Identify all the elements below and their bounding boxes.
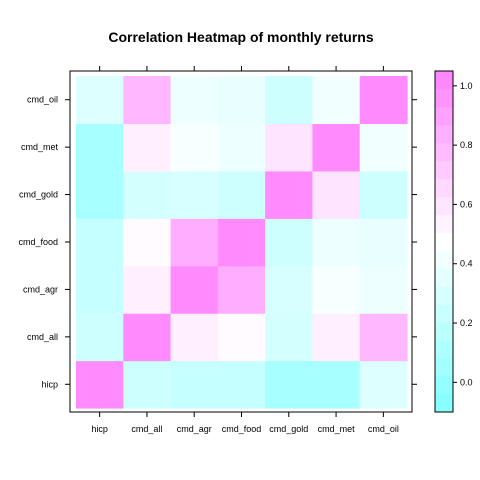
colorbar-band	[435, 358, 453, 377]
y-tick-label: cmd_food	[18, 237, 58, 247]
heatmap-cell-cmd_food-cmd_gold	[265, 218, 314, 267]
heatmap-cell-hicp-cmd_all	[123, 360, 172, 409]
heatmap-cell-cmd_gold-cmd_food	[217, 170, 266, 219]
heatmap-cell-cmd_agr-cmd_all	[123, 265, 172, 314]
colorbar-band	[435, 196, 453, 216]
heatmap-cell-cmd_gold-cmd_all	[123, 170, 172, 219]
heatmap-cell-cmd_oil-cmd_all	[123, 76, 172, 125]
heatmap-cell-cmd_met-hicp	[76, 123, 124, 172]
colorbar: 0.0 0.2 0.4 0.6 0.8 1.0	[434, 70, 473, 413]
heatmap-cell-cmd_met-cmd_gold	[265, 123, 314, 172]
heatmap-cell-cmd_food-cmd_oil	[359, 218, 408, 267]
heatmap-cell-cmd_all-cmd_oil	[359, 313, 408, 362]
colorbar-band	[435, 214, 453, 234]
heatmap-cell-cmd_food-hicp	[76, 218, 124, 267]
heatmap-cell-cmd_food-cmd_agr	[170, 218, 219, 267]
heatmap-cell-cmd_agr-hicp	[76, 265, 124, 314]
x-tick-label: cmd_gold	[269, 424, 308, 434]
heatmap-cell-cmd_met-cmd_all	[123, 123, 172, 172]
colorbar-band	[435, 304, 453, 323]
x-tick-label: hicp	[91, 424, 108, 434]
colorbar-frame	[434, 70, 454, 413]
colorbar-band	[435, 124, 453, 144]
heatmap-cell-cmd_food-cmd_all	[123, 218, 172, 267]
colorbar-tick-label: 0.8	[460, 140, 473, 150]
colorbar-band	[435, 232, 453, 251]
colorbar-band	[435, 322, 453, 341]
colorbar-band	[435, 250, 453, 269]
colorbar-band	[435, 160, 453, 180]
colorbar-band	[435, 340, 453, 359]
heatmap-cell-cmd_oil-cmd_gold	[265, 76, 314, 125]
heatmap-cell-hicp-cmd_met	[312, 360, 361, 409]
colorbar-band	[435, 178, 453, 198]
heatmap-cell-cmd_gold-cmd_oil	[359, 170, 408, 219]
heatmap-cell-hicp-cmd_oil	[359, 360, 408, 409]
y-tick-label: cmd_gold	[19, 190, 58, 200]
heatmap-cell-cmd_met-cmd_food	[217, 123, 266, 172]
x-tick-label: cmd_agr	[177, 424, 212, 434]
colorbar-band	[435, 376, 453, 395]
colorbar-band	[435, 106, 453, 126]
heatmap-cell-cmd_agr-cmd_met	[312, 265, 361, 314]
heatmap-cell-cmd_food-cmd_met	[312, 218, 361, 267]
colorbar-band	[435, 71, 453, 90]
heatmap-cell-cmd_food-cmd_food	[217, 218, 266, 267]
colorbar-band	[435, 394, 453, 413]
heatmap-cell-hicp-hicp	[76, 360, 124, 409]
heatmap-cell-cmd_met-cmd_agr	[170, 123, 219, 172]
heatmap-cell-cmd_gold-hicp	[76, 170, 124, 219]
heatmap-cell-hicp-cmd_gold	[265, 360, 314, 409]
colorbar-band	[435, 142, 453, 162]
heatmap-cell-cmd_all-hicp	[76, 313, 124, 362]
heatmap-cell-cmd_all-cmd_met	[312, 313, 361, 362]
heatmap-cell-cmd_met-cmd_met	[312, 123, 361, 172]
axes: hicp cmd_all cmd_agr cmd_food cmd_gold cmd_me…	[18, 66, 417, 434]
heatmap-cell-cmd_oil-cmd_agr	[170, 76, 219, 125]
y-tick-label: cmd_all	[27, 332, 58, 342]
colorbar-tick-label: 0.6	[460, 199, 473, 209]
y-tick-label: cmd_met	[21, 142, 59, 152]
colorbar-tick-label: 1.0	[460, 81, 473, 91]
heatmap-cell-cmd_all-cmd_agr	[170, 313, 219, 362]
heatmap-cell-hicp-cmd_food	[217, 360, 266, 409]
heatmap-cell-cmd_gold-cmd_agr	[170, 170, 219, 219]
colorbar-tick-label: 0.0	[460, 377, 473, 387]
x-tick-label: cmd_oil	[368, 424, 399, 434]
y-tick-label: cmd_oil	[27, 95, 58, 105]
heatmap-cell-cmd_agr-cmd_oil	[359, 265, 408, 314]
y-tick-label: hicp	[41, 379, 58, 389]
heatmap-cell-cmd_agr-cmd_food	[217, 265, 266, 314]
heatmap-cells	[76, 76, 408, 409]
heatmap-cell-hicp-cmd_agr	[170, 360, 219, 409]
heatmap-cell-cmd_oil-hicp	[76, 76, 124, 125]
heatmap-cell-cmd_agr-cmd_gold	[265, 265, 314, 314]
heatmap-cell-cmd_all-cmd_all	[123, 313, 172, 362]
colorbar-tick-label: 0.2	[460, 318, 473, 328]
heatmap-cell-cmd_all-cmd_gold	[265, 313, 314, 362]
colorbar-band	[435, 88, 453, 108]
x-tick-label: cmd_food	[222, 424, 262, 434]
heatmap-cell-cmd_gold-cmd_gold	[265, 170, 314, 219]
heatmap-cell-cmd_oil-cmd_food	[217, 76, 266, 125]
heatmap-cell-cmd_all-cmd_food	[217, 313, 266, 362]
heatmap-cell-cmd_oil-cmd_oil	[359, 76, 408, 125]
x-tick-label: cmd_all	[131, 424, 162, 434]
colorbar-tick-label: 0.4	[460, 259, 473, 269]
colorbar-band	[435, 268, 453, 287]
colorbar-band	[435, 286, 453, 305]
heatmap-cell-cmd_met-cmd_oil	[359, 123, 408, 172]
heatmap-cell-cmd_agr-cmd_agr	[170, 265, 219, 314]
chart-title: Correlation Heatmap of monthly returns	[108, 29, 373, 45]
heatmap-cell-cmd_gold-cmd_met	[312, 170, 361, 219]
y-tick-label: cmd_agr	[23, 284, 58, 294]
heatmap-cell-cmd_oil-cmd_met	[312, 76, 361, 125]
x-tick-label: cmd_met	[318, 424, 356, 434]
